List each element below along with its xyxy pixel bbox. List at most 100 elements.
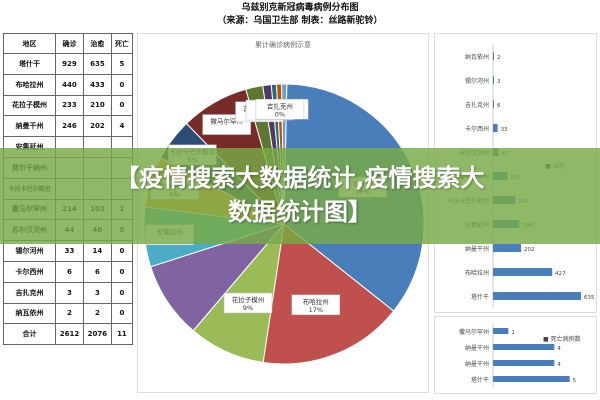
banner-text: 【疫情搜索大数据统计,疫情搜索大 数据统计图】 <box>0 161 600 229</box>
pie-label-value: 9% <box>243 304 253 312</box>
cell-confirmed: 2612 <box>55 323 84 346</box>
cell-confirmed: 6 <box>55 260 84 283</box>
cell-region: 纳曼干州 <box>3 115 56 138</box>
recovered-bar-label: 吉扎克州 <box>465 101 489 109</box>
banner-line-2: 数据统计图】 <box>228 198 372 226</box>
recovered-bar <box>493 100 494 108</box>
pie-label-value: 0% <box>275 110 285 118</box>
cell-deaths: 0 <box>110 94 134 117</box>
pie-label-name: 花拉子模州 <box>232 295 265 304</box>
cell-recovered: 3 <box>82 281 112 304</box>
death-bar-value: 4 <box>557 346 561 352</box>
cell-recovered: 2 <box>82 302 112 325</box>
pie-label-box <box>255 99 305 120</box>
cell-deaths: 0 <box>110 73 134 96</box>
cell-confirmed: 929 <box>55 53 84 75</box>
death-bar-value: 1 <box>511 330 514 336</box>
death-legend: ■ 死亡病例数 <box>543 335 581 343</box>
death-bar <box>493 344 555 350</box>
recovered-bar-label: 锡尔河州 <box>465 77 489 85</box>
pie-label-value: 17% <box>309 306 323 314</box>
pie-slice <box>262 223 395 365</box>
death-bar-label: 塔什干 <box>471 376 489 384</box>
cell-recovered: 2076 <box>82 323 112 346</box>
cell-deaths: 0 <box>110 260 134 283</box>
chart-header: 乌兹别克新冠病毒病例分布图 （来源：乌国卫生部 制表：丝路新驼铃） <box>0 0 600 30</box>
recovered-bar <box>493 292 581 300</box>
recovered-bar-value: 6 <box>497 103 501 109</box>
table-header-row: 地区 确诊 治愈 死亡 <box>3 33 134 54</box>
death-bar-value: 4 <box>557 362 561 368</box>
recovered-bar-value: 202 <box>524 247 535 253</box>
death-bar-label: 纳曼干州 <box>465 344 489 352</box>
recovered-bar-value: 3 <box>497 79 501 85</box>
recovered-bar-value: 427 <box>555 271 566 277</box>
cell-deaths: 4 <box>110 115 134 138</box>
cell-confirmed: 246 <box>55 115 84 138</box>
recovered-bar <box>493 52 494 60</box>
cell-region: 塔什干 <box>3 53 56 75</box>
table-row: 吉扎克州 3 3 0 <box>3 281 134 304</box>
col-deaths: 死亡 <box>110 33 134 54</box>
death-bar-label: 撒马尔罕州 <box>459 328 489 336</box>
table-row: 花拉子模州 233 210 0 <box>3 94 134 117</box>
col-confirmed: 确诊 <box>55 33 84 54</box>
recovered-bar-value: 33 <box>501 127 508 133</box>
recovered-bar-label: 布哈拉州 <box>465 269 489 277</box>
cell-region: 卡尔西州 <box>3 260 56 283</box>
cell-region: 合计 <box>3 323 56 346</box>
cell-recovered: 433 <box>82 73 112 96</box>
cell-deaths: 0 <box>110 281 134 304</box>
table-row: 合计 2612 2076 11 <box>3 323 134 346</box>
cell-deaths: 11 <box>110 323 134 346</box>
table-row: 纳曼干州 246 202 4 <box>3 115 134 138</box>
recovered-bar-label: 卡尔西州 <box>465 125 489 133</box>
death-bar <box>493 360 555 366</box>
cell-confirmed: 3 <box>55 281 84 304</box>
cell-confirmed: 2 <box>55 302 84 325</box>
death-bar <box>493 376 570 382</box>
cell-recovered: 6 <box>82 260 112 283</box>
title-banner: 【疫情搜索大数据统计,疫情搜索大 数据统计图】 <box>0 148 600 244</box>
recovered-bar <box>493 244 521 252</box>
pie-label-box <box>223 292 273 314</box>
death-bar <box>493 328 509 334</box>
pie-label-name: 撒马尔罕州 <box>210 117 243 126</box>
pie-title: 累计确诊病例示意 <box>255 41 311 49</box>
recovered-bar-value: 2 <box>497 55 501 61</box>
cell-deaths: 5 <box>110 53 134 75</box>
death-bar-chart: 撒马尔罕州 1 纳曼干州 4 纳曼干州 4 塔什干 5 ■ 死亡病例数 <box>459 323 581 387</box>
recovered-bar <box>493 268 553 276</box>
table-row: 纳瓦依州 2 2 0 <box>3 302 134 325</box>
cell-region: 吉扎克州 <box>3 281 56 304</box>
chart-subtitle: （来源：乌国卫生部 制表：丝路新驼铃） <box>217 16 383 26</box>
recovered-bar <box>493 76 494 84</box>
table-row: 卡尔西州 6 6 0 <box>3 260 134 283</box>
chart-title: 乌兹别克新冠病毒病例分布图 <box>241 3 359 13</box>
cell-region: 纳瓦依州 <box>3 302 56 325</box>
cell-region: 花拉子模州 <box>3 94 56 117</box>
recovered-bar-label: 纳瓦依州 <box>465 53 489 61</box>
death-bar-value: 5 <box>573 378 577 384</box>
cell-confirmed: 233 <box>55 94 84 117</box>
pie-label-box <box>291 294 341 316</box>
cell-deaths: 0 <box>110 302 134 325</box>
pie-label-name: 吉扎克州 <box>267 101 293 110</box>
cell-recovered: 210 <box>82 94 112 117</box>
death-bar-label: 纳曼干州 <box>465 360 489 368</box>
recovered-bar-value: 635 <box>584 295 595 301</box>
table-row: 布哈拉州 440 433 0 <box>3 73 134 96</box>
banner-line-1: 【疫情搜索大数据统计,疫情搜索大 <box>115 164 485 192</box>
pie-label-name: 布哈拉州 <box>303 297 329 306</box>
cell-region: 布哈拉州 <box>3 73 56 96</box>
death-bar-panel: 撒马尔罕州 1 纳曼干州 4 纳曼干州 4 塔什干 5 ■ 死亡病例数 <box>434 316 597 394</box>
table-row: 塔什干 929 635 5 <box>3 53 134 75</box>
cell-confirmed: 440 <box>55 73 84 96</box>
cell-recovered: 635 <box>82 53 112 75</box>
recovered-bar <box>493 124 498 132</box>
col-recovered: 治愈 <box>82 33 112 54</box>
recovered-bar-label: 纳曼干州 <box>465 245 489 253</box>
col-region: 地区 <box>3 33 56 54</box>
cell-recovered: 202 <box>82 115 112 138</box>
recovered-bar-label: 塔什干 <box>471 293 489 301</box>
